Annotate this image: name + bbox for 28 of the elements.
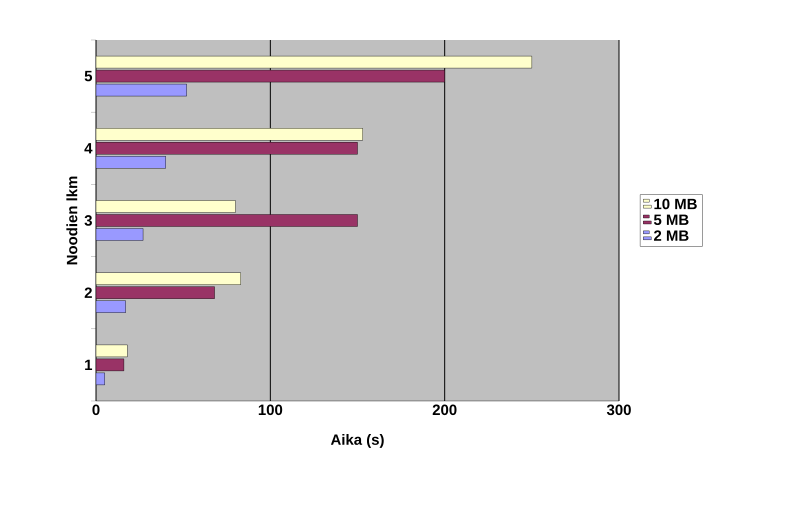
bar [96, 156, 166, 168]
bar [96, 56, 532, 68]
bar [96, 70, 445, 82]
x-tick-label: 0 [92, 404, 100, 416]
y-tick-label: 4 [84, 143, 92, 154]
bar [96, 272, 241, 285]
bar [96, 214, 358, 227]
bar [96, 286, 215, 299]
y-tick-label: 3 [84, 215, 92, 226]
bar [96, 358, 124, 372]
x-tick-label: 100 [258, 404, 282, 416]
bar [96, 84, 187, 96]
bar [96, 300, 126, 313]
bar [96, 142, 358, 154]
bar [96, 344, 128, 358]
y-axis-title: Noodien lkm [66, 176, 78, 264]
bar [96, 200, 236, 213]
bar [96, 128, 363, 140]
bar [96, 228, 144, 241]
y-tick-label: 1 [85, 360, 92, 370]
legend-label: 10 MB [654, 198, 697, 210]
y-tick-label: 5 [84, 70, 92, 82]
y-tick-label: 2 [84, 287, 92, 298]
x-axis-title: Aika (s) [330, 434, 384, 448]
x-tick-label: 300 [606, 404, 631, 416]
legend-label: 2 MB [654, 230, 688, 241]
x-tick-label: 200 [432, 404, 457, 416]
legend-label: 5 MB [654, 214, 688, 226]
